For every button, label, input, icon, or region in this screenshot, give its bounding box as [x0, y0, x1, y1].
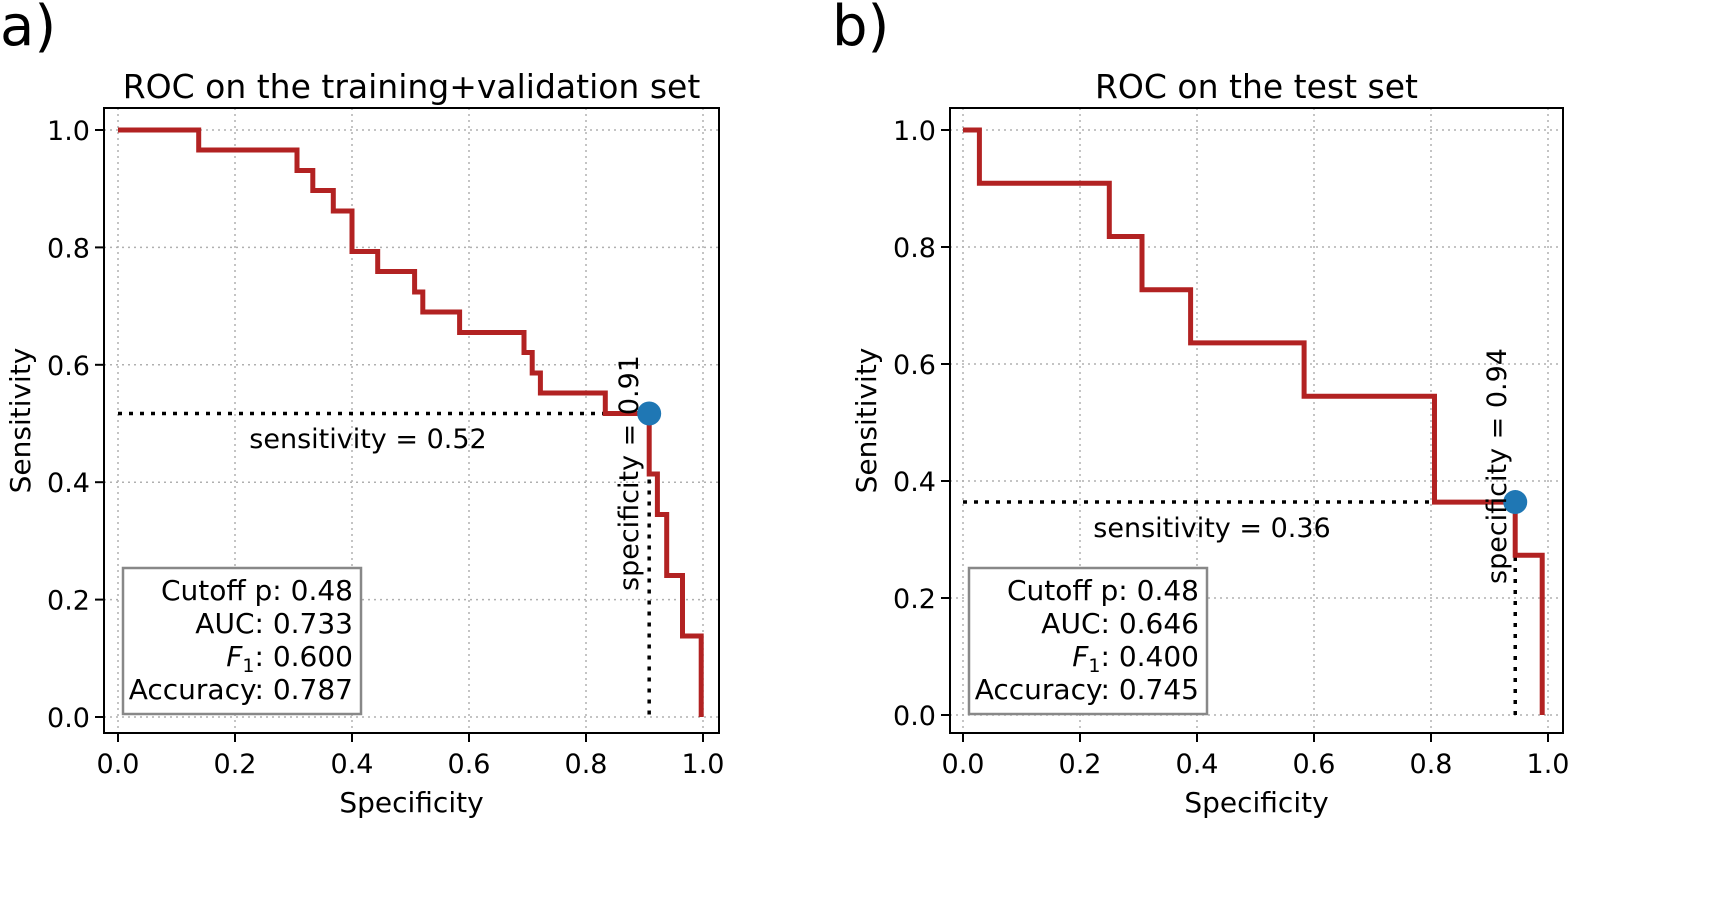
x-tick-label: 0.6 [1293, 749, 1336, 780]
plot-frame [103, 107, 720, 734]
x-tick-label: 0.2 [214, 749, 257, 780]
plot-frame [949, 107, 1564, 734]
x-tick-label: 0.0 [942, 749, 985, 780]
chart-title-b: ROC on the test set [1095, 67, 1418, 106]
x-tick-label: 1.0 [1527, 749, 1570, 780]
y-axis-label: Sensitivity [4, 348, 37, 494]
x-tick-label: 0.0 [97, 749, 140, 780]
y-tick-label: 1.0 [893, 116, 936, 147]
legend-auc: AUC: 0.733 [195, 607, 353, 640]
x-tick-label: 0.6 [448, 749, 491, 780]
y-tick-label: 0.0 [893, 701, 936, 732]
x-axis-label: Specificity [1184, 786, 1328, 819]
x-tick-label: 0.8 [565, 749, 608, 780]
y-tick-label: 0.6 [893, 350, 936, 381]
y-tick-label: 0.8 [47, 233, 90, 264]
chart-panel-b: b) ROC on the test set 0.0 0.2 0.4 0.6 0.8 1.0 0… [832, 0, 1569, 819]
y-tick-label: 0.8 [893, 233, 936, 264]
y-tick-label: 0.4 [47, 468, 90, 499]
x-tick-label: 0.2 [1059, 749, 1102, 780]
specificity-annotation: specificity = 0.91 [614, 355, 645, 591]
legend-cutoff: Cutoff p: 0.48 [1007, 574, 1199, 607]
panel-label-b: b) [832, 0, 889, 59]
y-axis-label: Sensitivity [850, 348, 883, 494]
y-tick-label: 1.0 [47, 116, 90, 147]
panel-label-a: a) [0, 0, 56, 59]
legend-auc: AUC: 0.646 [1041, 607, 1199, 640]
sensitivity-annotation: sensitivity = 0.52 [249, 424, 486, 455]
roc-curve-line [963, 127, 1545, 715]
y-tick-label: 0.2 [893, 584, 936, 615]
cutoff-point-marker [1503, 490, 1528, 515]
cutoff-point-marker [637, 401, 662, 426]
legend-box [967, 566, 1209, 716]
x-tick-label: 0.4 [1176, 749, 1219, 780]
x-tick-label: 1.0 [682, 749, 725, 780]
sensitivity-annotation: sensitivity = 0.36 [1093, 513, 1330, 544]
y-tick-label: 0.0 [47, 703, 90, 734]
y-tick-label: 0.4 [893, 467, 936, 498]
chart-title-a: ROC on the training+validation set [123, 67, 701, 106]
y-tick-label: 0.2 [47, 586, 90, 617]
legend-box [121, 566, 363, 716]
roc-curve-line [118, 127, 704, 717]
legend-f1: F1: 0.600 [226, 640, 353, 677]
legend-f1: F1: 0.400 [1072, 640, 1199, 677]
legend-cutoff: Cutoff p: 0.48 [161, 574, 353, 607]
y-tick-label: 0.6 [47, 351, 90, 382]
x-tick-label: 0.4 [331, 749, 374, 780]
x-tick-label: 0.8 [1410, 749, 1453, 780]
legend-accuracy: Accuracy: 0.787 [129, 673, 353, 706]
specificity-annotation: specificity = 0.94 [1482, 348, 1513, 584]
legend-accuracy: Accuracy: 0.745 [975, 673, 1199, 706]
x-axis-label: Specificity [339, 786, 483, 819]
